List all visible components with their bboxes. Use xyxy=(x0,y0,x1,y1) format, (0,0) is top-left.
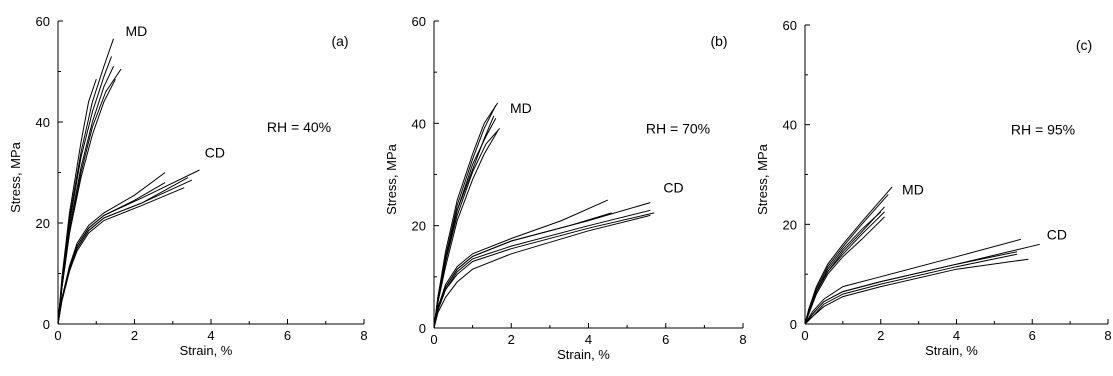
x-tick-label: 6 xyxy=(662,332,669,347)
x-tick-label: 6 xyxy=(1029,328,1036,343)
curve-md-2 xyxy=(804,194,889,325)
curve-cd-9 xyxy=(804,258,1029,325)
curve-cd-10 xyxy=(433,212,655,329)
series-label-cd: CD xyxy=(205,144,225,160)
chart-panel-3: 0 2 4 6 8 0 20 40 60 Strain, % Stress, MPa MD CD (c) R… xyxy=(755,18,1112,358)
series-label-md: MD xyxy=(126,23,148,39)
panel-label: (c) xyxy=(1076,37,1092,53)
curve-cd-7 xyxy=(433,199,609,329)
curve-cd-11 xyxy=(433,214,651,329)
y-tick-label: 20 xyxy=(783,217,797,232)
chart-panel-1: 0 2 4 6 8 0 20 40 60 Strain, % Stress, MPa MD CD (a) R… xyxy=(8,14,368,358)
curve-md-6 xyxy=(57,78,116,325)
x-tick-label: 4 xyxy=(207,328,214,343)
x-tick-label: 2 xyxy=(508,332,515,347)
x-axis-label: Strain, % xyxy=(180,343,233,358)
x-tick-label: 4 xyxy=(585,332,592,347)
y-tick-label: 40 xyxy=(36,115,50,130)
y-tick-label: 20 xyxy=(36,216,50,231)
curve-md-3 xyxy=(433,128,501,329)
series-label-cd: CD xyxy=(663,179,683,195)
curve-md-1 xyxy=(804,186,893,325)
x-tick-label: 0 xyxy=(54,328,61,343)
curve-cd-8 xyxy=(804,251,1018,325)
x-tick-label: 8 xyxy=(739,332,746,347)
rh-condition-label: RH = 70% xyxy=(646,121,710,137)
curve-cd-10 xyxy=(804,243,1040,325)
x-axis-label: Strain, % xyxy=(557,347,610,362)
rh-condition-label: RH = 95% xyxy=(1011,122,1075,138)
x-tick-label: 2 xyxy=(131,328,138,343)
x-tick-label: 8 xyxy=(1104,328,1111,343)
curve-md-6 xyxy=(433,115,495,329)
y-tick-label: 0 xyxy=(43,317,50,332)
curve-cd-7 xyxy=(804,238,1022,325)
rh-condition-label: RH = 40% xyxy=(267,119,331,135)
series-label-cd: CD xyxy=(1047,226,1067,242)
x-tick-label: 6 xyxy=(284,328,291,343)
curve-md-5 xyxy=(57,78,97,325)
y-tick-label: 20 xyxy=(412,219,426,234)
x-tick-label: 4 xyxy=(953,328,960,343)
y-tick-label: 40 xyxy=(412,116,426,131)
series-label-md: MD xyxy=(902,181,924,197)
curve-cd-12 xyxy=(433,202,651,329)
y-tick-label: 60 xyxy=(412,14,426,29)
panel-label: (b) xyxy=(710,33,727,49)
y-tick-label: 0 xyxy=(790,317,797,332)
curve-cd-10 xyxy=(57,187,185,325)
panel-label: (a) xyxy=(331,33,348,49)
y-axis-label: Stress, MPa xyxy=(384,143,399,215)
y-axis-label: Stress, MPa xyxy=(755,143,770,215)
x-tick-label: 2 xyxy=(877,328,884,343)
x-axis-label: Strain, % xyxy=(925,343,978,358)
y-axis-label: Stress, MPa xyxy=(8,141,23,213)
curve-md-3 xyxy=(57,68,122,325)
y-tick-label: 0 xyxy=(419,321,426,336)
curve-cd-8 xyxy=(433,212,612,329)
y-tick-label: 60 xyxy=(36,14,50,29)
curve-md-6 xyxy=(804,211,882,325)
chart-panel-2: 0 2 4 6 8 0 20 40 60 Strain, % Stress, MPa MD CD (b) R… xyxy=(384,14,747,362)
curve-md-5 xyxy=(804,216,885,325)
y-tick-label: 60 xyxy=(783,18,797,33)
x-tick-label: 0 xyxy=(430,332,437,347)
curve-cd-11 xyxy=(804,253,1018,325)
y-tick-label: 40 xyxy=(783,118,797,133)
curve-md-5 xyxy=(433,130,499,329)
curve-cd-12 xyxy=(57,179,193,325)
x-tick-label: 0 xyxy=(801,328,808,343)
x-tick-label: 8 xyxy=(360,328,367,343)
series-label-md: MD xyxy=(510,100,532,116)
